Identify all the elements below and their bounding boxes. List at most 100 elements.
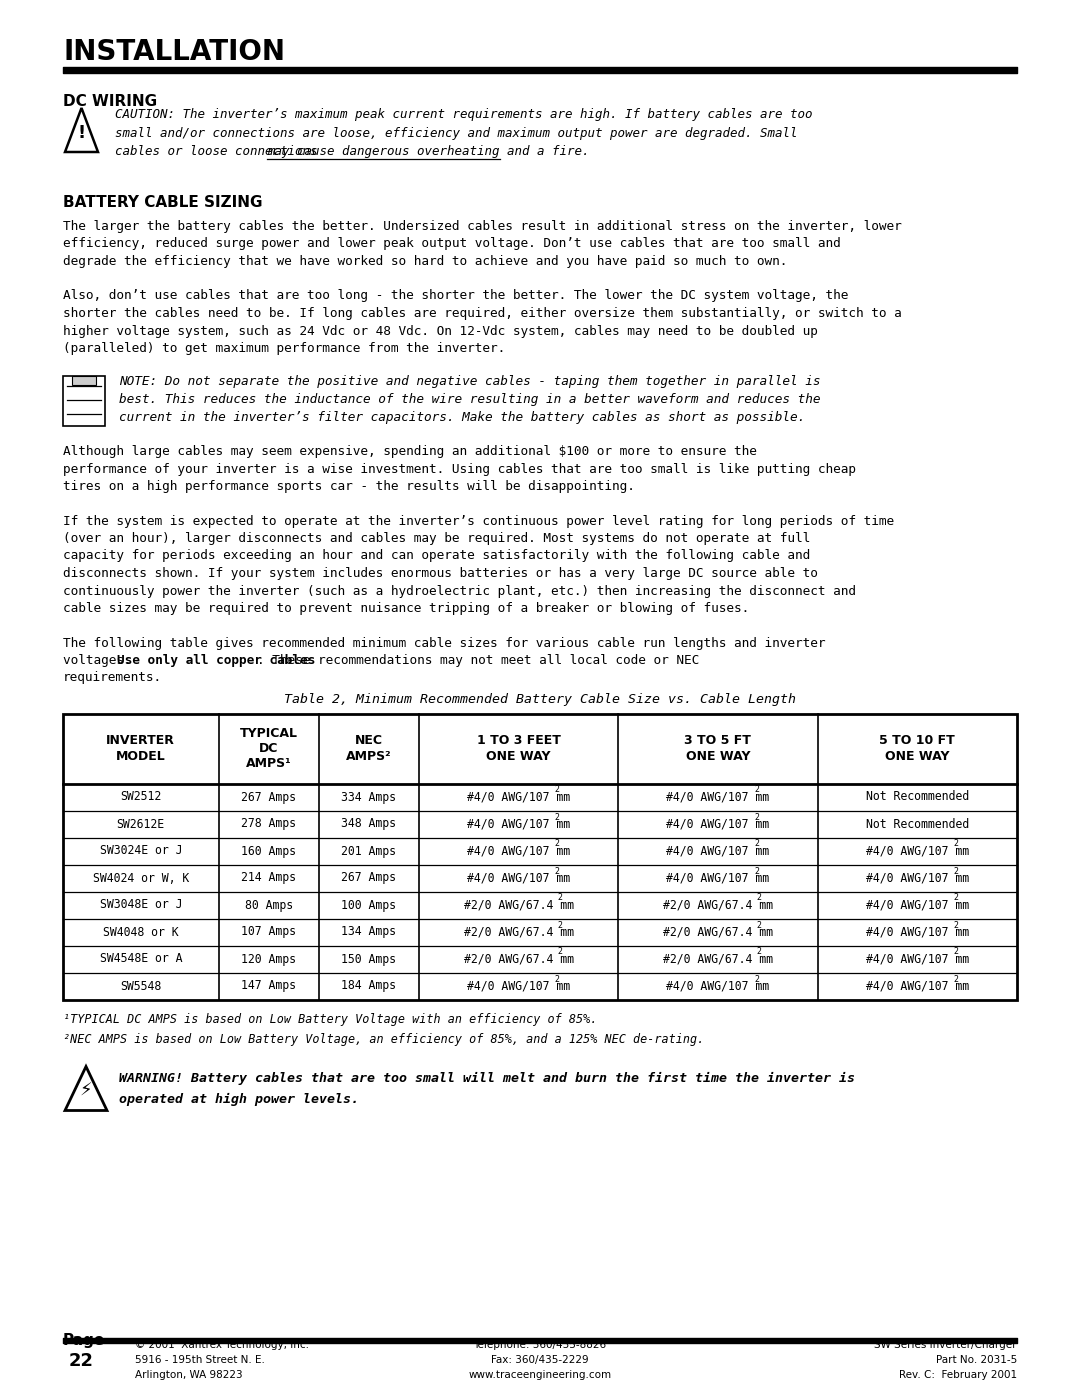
Text: Page: Page bbox=[63, 1333, 105, 1348]
Text: cable sizes may be required to prevent nuisance tripping of a breaker or blowing: cable sizes may be required to prevent n… bbox=[63, 602, 750, 615]
Text: 2: 2 bbox=[555, 840, 559, 848]
Text: #4/0 AWG/107 mm: #4/0 AWG/107 mm bbox=[866, 979, 969, 992]
Text: #4/0 AWG/107 mm: #4/0 AWG/107 mm bbox=[467, 979, 570, 992]
Text: 150 Amps: 150 Amps bbox=[341, 953, 396, 965]
Text: 267 Amps: 267 Amps bbox=[341, 872, 396, 884]
Text: tires on a high performance sports car - the results will be disappointing.: tires on a high performance sports car -… bbox=[63, 481, 635, 493]
Text: BATTERY CABLE SIZING: BATTERY CABLE SIZING bbox=[63, 196, 262, 210]
Text: may cause dangerous overheating and a fire.: may cause dangerous overheating and a fi… bbox=[267, 145, 590, 158]
Text: #4/0 AWG/107 mm: #4/0 AWG/107 mm bbox=[666, 979, 769, 992]
Text: 2: 2 bbox=[757, 947, 761, 957]
Text: 334 Amps: 334 Amps bbox=[341, 791, 396, 803]
Text: 2: 2 bbox=[754, 975, 759, 983]
Text: WARNING! Battery cables that are too small will melt and burn the first time the: WARNING! Battery cables that are too sma… bbox=[119, 1071, 855, 1084]
Text: higher voltage system, such as 24 Vdc or 48 Vdc. On 12-Vdc system, cables may ne: higher voltage system, such as 24 Vdc or… bbox=[63, 324, 818, 338]
Text: 2: 2 bbox=[557, 921, 563, 929]
Text: SW3048E or J: SW3048E or J bbox=[99, 898, 183, 911]
Text: operated at high power levels.: operated at high power levels. bbox=[119, 1092, 359, 1105]
Text: NOTE: Do not separate the positive and negative cables - taping them together in: NOTE: Do not separate the positive and n… bbox=[119, 376, 821, 388]
Text: #2/0 AWG/67.4 mm: #2/0 AWG/67.4 mm bbox=[463, 925, 573, 939]
Text: 2: 2 bbox=[757, 894, 761, 902]
Text: #4/0 AWG/107 mm: #4/0 AWG/107 mm bbox=[467, 817, 570, 830]
Text: The larger the battery cables the better. Undersized cables result in additional: The larger the battery cables the better… bbox=[63, 219, 902, 233]
Bar bbox=[63, 376, 105, 426]
Text: best. This reduces the inductance of the wire resulting in a better waveform and: best. This reduces the inductance of the… bbox=[119, 393, 821, 407]
Text: Table 2, Minimum Recommended Battery Cable Size vs. Cable Length: Table 2, Minimum Recommended Battery Cab… bbox=[284, 693, 796, 707]
Text: 5916 - 195th Street N. E.: 5916 - 195th Street N. E. bbox=[135, 1355, 265, 1365]
Text: (over an hour), larger disconnects and cables may be required. Most systems do n: (over an hour), larger disconnects and c… bbox=[63, 532, 810, 545]
Text: #4/0 AWG/107 mm: #4/0 AWG/107 mm bbox=[866, 845, 969, 858]
Text: SW4548E or A: SW4548E or A bbox=[99, 953, 183, 965]
Text: NEC
AMPS²: NEC AMPS² bbox=[346, 735, 392, 763]
Text: #2/0 AWG/67.4 mm: #2/0 AWG/67.4 mm bbox=[663, 898, 773, 911]
Text: Part No. 2031-5: Part No. 2031-5 bbox=[935, 1355, 1017, 1365]
Text: #4/0 AWG/107 mm: #4/0 AWG/107 mm bbox=[866, 925, 969, 939]
Bar bbox=[72, 376, 96, 384]
Text: 2: 2 bbox=[555, 866, 559, 876]
Text: 5 TO 10 FT
ONE WAY: 5 TO 10 FT ONE WAY bbox=[879, 735, 955, 763]
Text: Use only all copper cables: Use only all copper cables bbox=[117, 654, 315, 666]
Text: #2/0 AWG/67.4 mm: #2/0 AWG/67.4 mm bbox=[463, 898, 573, 911]
Text: 120 Amps: 120 Amps bbox=[241, 953, 296, 965]
Text: 100 Amps: 100 Amps bbox=[341, 898, 396, 911]
Text: . These recommendations may not meet all local code or NEC: . These recommendations may not meet all… bbox=[257, 654, 699, 666]
Text: #4/0 AWG/107 mm: #4/0 AWG/107 mm bbox=[866, 953, 969, 965]
Text: disconnects shown. If your system includes enormous batteries or has a very larg: disconnects shown. If your system includ… bbox=[63, 567, 818, 580]
Text: TYPICAL
DC
AMPS¹: TYPICAL DC AMPS¹ bbox=[240, 726, 298, 770]
Text: 147 Amps: 147 Amps bbox=[241, 979, 296, 992]
Text: Rev. C:  February 2001: Rev. C: February 2001 bbox=[899, 1370, 1017, 1380]
Text: 134 Amps: 134 Amps bbox=[341, 925, 396, 939]
Text: 2: 2 bbox=[557, 947, 563, 957]
Text: Telephone: 360/435-8826: Telephone: 360/435-8826 bbox=[473, 1340, 607, 1350]
Text: #4/0 AWG/107 mm: #4/0 AWG/107 mm bbox=[666, 791, 769, 803]
Text: #4/0 AWG/107 mm: #4/0 AWG/107 mm bbox=[666, 872, 769, 884]
Text: SW5548: SW5548 bbox=[120, 979, 161, 992]
Text: #2/0 AWG/67.4 mm: #2/0 AWG/67.4 mm bbox=[663, 925, 773, 939]
Text: 2: 2 bbox=[754, 866, 759, 876]
Text: #4/0 AWG/107 mm: #4/0 AWG/107 mm bbox=[666, 817, 769, 830]
Text: 2: 2 bbox=[555, 975, 559, 983]
Text: !: ! bbox=[78, 124, 85, 142]
Text: #4/0 AWG/107 mm: #4/0 AWG/107 mm bbox=[467, 791, 570, 803]
Text: #4/0 AWG/107 mm: #4/0 AWG/107 mm bbox=[866, 898, 969, 911]
Text: ¹TYPICAL DC AMPS is based on Low Battery Voltage with an efficiency of 85%.: ¹TYPICAL DC AMPS is based on Low Battery… bbox=[63, 1013, 597, 1027]
Text: #4/0 AWG/107 mm: #4/0 AWG/107 mm bbox=[467, 872, 570, 884]
Text: voltages.: voltages. bbox=[63, 654, 139, 666]
Text: ²NEC AMPS is based on Low Battery Voltage, an efficiency of 85%, and a 125% NEC : ²NEC AMPS is based on Low Battery Voltag… bbox=[63, 1032, 704, 1045]
Text: 348 Amps: 348 Amps bbox=[341, 817, 396, 830]
Text: 2: 2 bbox=[754, 785, 759, 795]
Text: (paralleled) to get maximum performance from the inverter.: (paralleled) to get maximum performance … bbox=[63, 342, 505, 355]
Text: 80 Amps: 80 Amps bbox=[244, 898, 293, 911]
Text: 267 Amps: 267 Amps bbox=[241, 791, 296, 803]
Text: INSTALLATION: INSTALLATION bbox=[63, 38, 285, 66]
Text: 184 Amps: 184 Amps bbox=[341, 979, 396, 992]
Text: degrade the efficiency that we have worked so hard to achieve and you have paid : degrade the efficiency that we have work… bbox=[63, 256, 787, 268]
Text: 1 TO 3 FEET
ONE WAY: 1 TO 3 FEET ONE WAY bbox=[476, 735, 561, 763]
Text: Not Recommended: Not Recommended bbox=[866, 791, 969, 803]
Text: continuously power the inverter (such as a hydroelectric plant, etc.) then incre: continuously power the inverter (such as… bbox=[63, 584, 856, 598]
Text: If the system is expected to operate at the inverter’s continuous power level ra: If the system is expected to operate at … bbox=[63, 514, 894, 528]
Text: 2: 2 bbox=[954, 840, 959, 848]
Text: Fax: 360/435-2229: Fax: 360/435-2229 bbox=[491, 1355, 589, 1365]
Text: ⚡: ⚡ bbox=[80, 1081, 92, 1099]
Text: 3 TO 5 FT
ONE WAY: 3 TO 5 FT ONE WAY bbox=[685, 735, 752, 763]
Text: #2/0 AWG/67.4 mm: #2/0 AWG/67.4 mm bbox=[663, 953, 773, 965]
Text: Arlington, WA 98223: Arlington, WA 98223 bbox=[135, 1370, 243, 1380]
Text: 2: 2 bbox=[555, 813, 559, 821]
Text: small and/or connections are loose, efficiency and maximum output power are degr: small and/or connections are loose, effi… bbox=[114, 127, 797, 140]
Text: 2: 2 bbox=[954, 975, 959, 983]
Text: 201 Amps: 201 Amps bbox=[341, 845, 396, 858]
Text: DC WIRING: DC WIRING bbox=[63, 94, 157, 109]
Text: #4/0 AWG/107 mm: #4/0 AWG/107 mm bbox=[467, 845, 570, 858]
Bar bbox=[63, 714, 1017, 999]
Text: #4/0 AWG/107 mm: #4/0 AWG/107 mm bbox=[866, 872, 969, 884]
Text: 2: 2 bbox=[954, 947, 959, 957]
Text: 2: 2 bbox=[754, 840, 759, 848]
Text: Not Recommended: Not Recommended bbox=[866, 817, 969, 830]
Text: SW Series Inverter/Charger: SW Series Inverter/Charger bbox=[875, 1340, 1017, 1350]
Text: requirements.: requirements. bbox=[63, 672, 162, 685]
Text: #4/0 AWG/107 mm: #4/0 AWG/107 mm bbox=[666, 845, 769, 858]
Text: 2: 2 bbox=[954, 894, 959, 902]
Text: performance of your inverter is a wise investment. Using cables that are too sma: performance of your inverter is a wise i… bbox=[63, 462, 856, 475]
Text: 2: 2 bbox=[954, 866, 959, 876]
